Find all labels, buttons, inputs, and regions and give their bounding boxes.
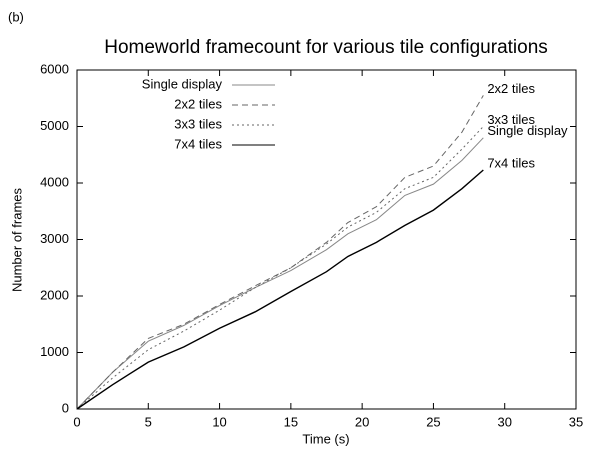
x-tick-label: 35 (569, 414, 583, 429)
series-line (76, 137, 484, 410)
y-tick-label: 6000 (40, 61, 69, 76)
x-tick-label: 5 (145, 414, 152, 429)
series-line (76, 169, 484, 410)
y-tick-label: 4000 (40, 174, 69, 189)
x-tick-label: 10 (212, 414, 226, 429)
end-label: 3x3 tiles (487, 112, 535, 127)
y-tick-label: 2000 (40, 287, 69, 302)
x-tick-label: 30 (497, 414, 511, 429)
series-line (76, 95, 484, 410)
y-tick-label: 3000 (40, 231, 69, 246)
x-tick-label: 0 (73, 414, 80, 429)
y-tick-label: 0 (62, 400, 69, 415)
x-axis-label: Time (s) (302, 431, 349, 446)
x-tick-label: 25 (426, 414, 440, 429)
chart-title: Homeworld framecount for various tile co… (104, 37, 548, 58)
series-line (76, 126, 484, 410)
end-label: Single display (487, 123, 568, 138)
y-tick-label: 5000 (40, 118, 69, 133)
y-axis-label: Number of frames (9, 187, 24, 292)
end-label: 7x4 tiles (487, 155, 535, 170)
panel-label: (b) (8, 9, 24, 24)
legend-label: 3x3 tiles (174, 116, 222, 131)
legend-label: Single display (142, 76, 223, 91)
x-tick-label: 20 (355, 414, 369, 429)
end-label: 2x2 tiles (487, 81, 535, 96)
legend-label: 7x4 tiles (174, 136, 222, 151)
legend-label: 2x2 tiles (174, 96, 222, 111)
y-tick-label: 1000 (40, 344, 69, 359)
x-tick-label: 15 (284, 414, 298, 429)
